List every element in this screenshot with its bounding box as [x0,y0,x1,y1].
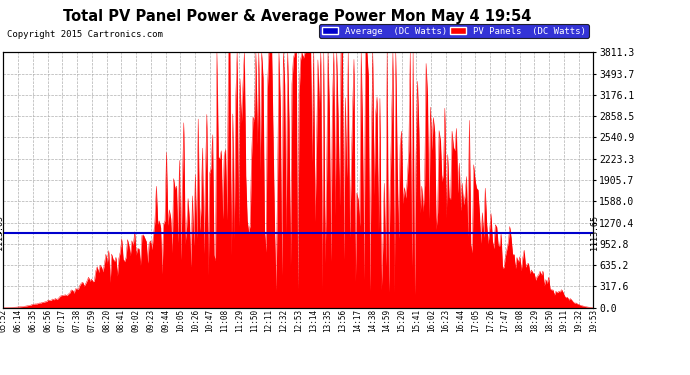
Text: Copyright 2015 Cartronics.com: Copyright 2015 Cartronics.com [7,30,163,39]
Legend: Average  (DC Watts), PV Panels  (DC Watts): Average (DC Watts), PV Panels (DC Watts) [319,24,589,38]
Text: Total PV Panel Power & Average Power Mon May 4 19:54: Total PV Panel Power & Average Power Mon… [63,9,531,24]
Text: 1113.65: 1113.65 [0,216,5,250]
Text: 1113.65: 1113.65 [590,216,600,250]
